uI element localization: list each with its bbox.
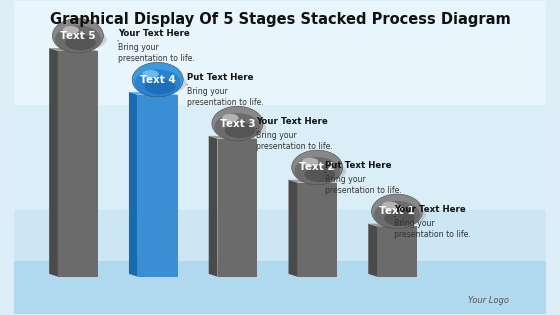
Ellipse shape xyxy=(133,72,186,94)
Text: Text 4: Text 4 xyxy=(140,75,175,85)
Ellipse shape xyxy=(132,62,183,97)
Polygon shape xyxy=(138,95,178,277)
Ellipse shape xyxy=(371,194,423,229)
Ellipse shape xyxy=(142,70,159,78)
Polygon shape xyxy=(49,48,58,277)
Polygon shape xyxy=(58,51,98,277)
Ellipse shape xyxy=(374,201,420,229)
Ellipse shape xyxy=(65,35,96,50)
Ellipse shape xyxy=(135,69,181,97)
Ellipse shape xyxy=(292,160,346,182)
Ellipse shape xyxy=(53,28,107,51)
Polygon shape xyxy=(377,226,417,277)
Text: Put Text Here: Put Text Here xyxy=(187,73,254,82)
Ellipse shape xyxy=(294,157,340,185)
FancyBboxPatch shape xyxy=(14,105,546,210)
Text: Put Text Here: Put Text Here xyxy=(325,161,391,170)
Ellipse shape xyxy=(302,158,319,166)
Text: Your Text Here: Your Text Here xyxy=(256,117,328,126)
FancyBboxPatch shape xyxy=(14,261,546,314)
Text: Your Logo: Your Logo xyxy=(468,296,508,305)
Polygon shape xyxy=(209,136,258,139)
Polygon shape xyxy=(129,92,178,95)
Ellipse shape xyxy=(55,25,101,53)
FancyBboxPatch shape xyxy=(14,210,546,314)
Text: Text 1: Text 1 xyxy=(379,206,415,216)
Text: Text 2: Text 2 xyxy=(300,163,335,172)
Text: Bring your
presentation to life.: Bring your presentation to life. xyxy=(325,175,402,195)
Text: Your Text Here: Your Text Here xyxy=(394,204,466,214)
Polygon shape xyxy=(217,139,258,277)
Polygon shape xyxy=(368,224,417,226)
Ellipse shape xyxy=(145,79,175,94)
Ellipse shape xyxy=(213,116,267,139)
Polygon shape xyxy=(209,136,217,277)
Ellipse shape xyxy=(222,114,239,122)
Polygon shape xyxy=(288,180,297,277)
Text: Bring your
presentation to life.: Bring your presentation to life. xyxy=(394,219,471,239)
Polygon shape xyxy=(129,92,138,277)
Ellipse shape xyxy=(63,26,79,34)
Ellipse shape xyxy=(384,210,415,226)
Text: Your Text Here: Your Text Here xyxy=(118,29,189,38)
Ellipse shape xyxy=(292,150,343,185)
Polygon shape xyxy=(49,48,98,51)
Text: Bring your
presentation to life.: Bring your presentation to life. xyxy=(118,43,195,64)
Polygon shape xyxy=(288,180,337,183)
Ellipse shape xyxy=(212,106,263,141)
Text: Text 3: Text 3 xyxy=(220,118,255,129)
Ellipse shape xyxy=(225,123,255,138)
Ellipse shape xyxy=(214,113,260,141)
Polygon shape xyxy=(368,224,377,277)
Text: Bring your
presentation to life.: Bring your presentation to life. xyxy=(187,87,264,107)
Ellipse shape xyxy=(381,202,398,210)
Ellipse shape xyxy=(305,167,335,182)
Text: Graphical Display Of 5 Stages Stacked Process Diagram: Graphical Display Of 5 Stages Stacked Pr… xyxy=(50,12,510,27)
Text: Bring your
presentation to life.: Bring your presentation to life. xyxy=(256,131,333,151)
Text: Text 5: Text 5 xyxy=(60,31,96,41)
FancyBboxPatch shape xyxy=(14,1,546,105)
Polygon shape xyxy=(297,183,337,277)
Ellipse shape xyxy=(53,19,104,53)
Ellipse shape xyxy=(372,204,426,226)
